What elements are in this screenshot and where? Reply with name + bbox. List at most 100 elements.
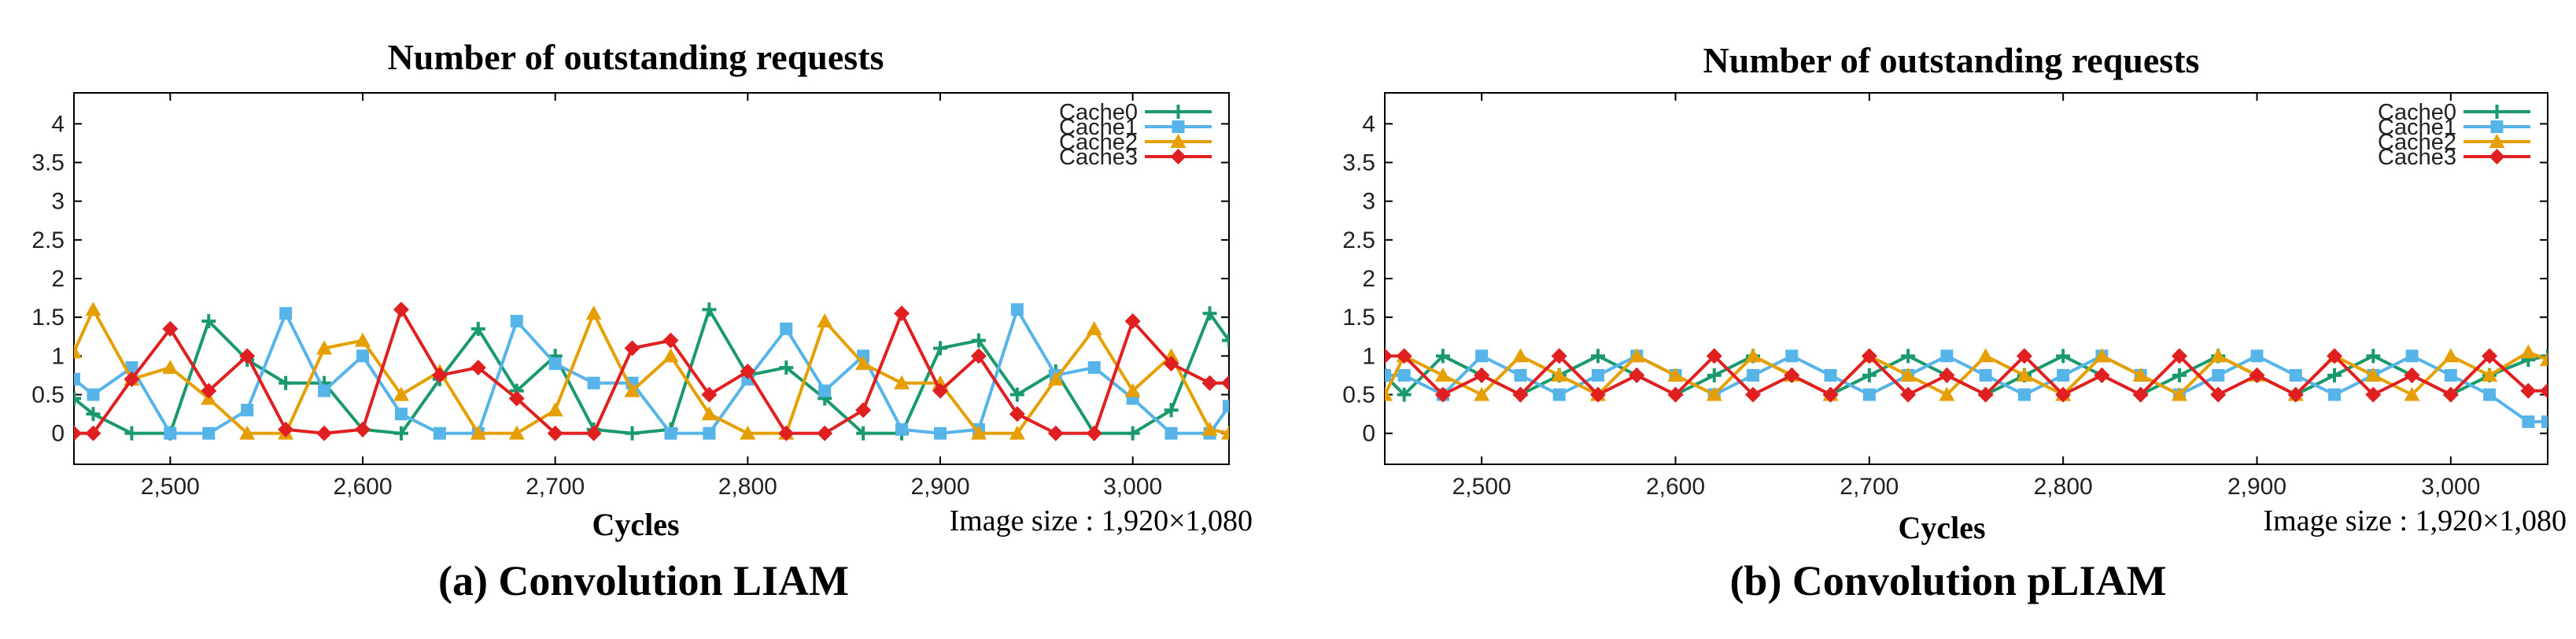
chart-a-legend-label-cache3: Cache3 <box>1059 145 1138 170</box>
chart-a-point-cache0 <box>933 341 947 356</box>
chart-a-point-cache1 <box>394 408 408 421</box>
chart-b-caption: (b) Convolution pLIAM <box>1729 557 2166 604</box>
chart-a-legend-marker-cache1 <box>1172 120 1185 133</box>
chart-b-point-cache2 <box>2094 348 2110 363</box>
chart-b-point-cache3 <box>1977 386 1994 403</box>
chart-a-point-cache2 <box>239 425 256 440</box>
chart-b-y-tick-label: 2.5 <box>1342 227 1375 253</box>
chart-b-point-cache0 <box>2056 349 2071 364</box>
chart-a-y-tick-label: 0.5 <box>31 382 65 408</box>
chart-b-point-cache2 <box>1667 367 1684 382</box>
chart-a-point-cache2 <box>74 344 82 359</box>
chart-b-point-cache2 <box>1939 386 1955 401</box>
chart-a-point-cache2 <box>1086 320 1102 335</box>
chart-a-point-cache3 <box>932 382 948 399</box>
chart-a-point-cache2 <box>1047 371 1064 386</box>
chart-b-point-cache3 <box>1589 386 1606 403</box>
chart-a-point-cache1 <box>780 322 793 335</box>
chart-a-point-cache0 <box>201 314 216 329</box>
chart-b-point-cache3 <box>1434 386 1451 403</box>
chart-a-y-tick-label: 3.5 <box>31 150 65 176</box>
chart-a-point-cache3 <box>855 402 872 419</box>
chart-b-point-cache3 <box>1667 386 1684 403</box>
chart-a-point-cache0 <box>625 426 640 441</box>
chart-a-y-tick-label: 1 <box>51 343 65 369</box>
chart-b-series-line-cache1 <box>1385 354 2548 423</box>
chart-a-point-cache2 <box>470 425 486 440</box>
chart-b-point-cache1 <box>2541 415 2548 428</box>
chart-b-point-cache0 <box>1435 349 1450 364</box>
chart-b-point-cache1 <box>1514 368 1527 382</box>
chart-a-point-cache3 <box>1124 313 1141 330</box>
chart-b-point-cache3 <box>1745 386 1762 403</box>
chart-a-point-cache3 <box>1009 406 1025 423</box>
chart-b-y-tick-label: 2 <box>1362 266 1375 292</box>
chart-b-point-cache2 <box>1977 348 1994 363</box>
chart-a-legend-label-cache2: Cache2 <box>1059 130 1138 155</box>
chart-a-point-cache3 <box>355 421 371 438</box>
chart-b-y-tick-label: 4 <box>1362 111 1375 137</box>
chart-b-title: Number of outstanding requests <box>1703 40 2200 80</box>
chart-b-legend-marker-cache0 <box>2489 105 2504 119</box>
chart-a-point-cache1 <box>934 427 947 440</box>
chart-a-y-tick-label: 2.5 <box>31 227 65 253</box>
chart-a-point-cache3 <box>662 332 679 349</box>
chart-a-point-cache0 <box>1222 333 1229 348</box>
chart-a-point-cache1 <box>279 307 293 320</box>
chart-a-point-cache1 <box>664 427 677 440</box>
chart-b-point-cache2 <box>1551 367 1567 382</box>
chart-b-point-cache1 <box>1385 368 1391 382</box>
chart-a-point-cache2 <box>662 348 679 363</box>
chart-b-point-cache3 <box>2171 348 2187 364</box>
chart-b-point-cache3 <box>1551 348 1567 364</box>
chart-a-point-cache0 <box>1202 306 1217 321</box>
chart-panel-a: Number of outstanding requests 0 0.5 1 1.5 2… <box>31 37 1253 604</box>
chart-b-y-tick-label: 3 <box>1362 189 1375 215</box>
chart-a-point-cache3 <box>201 382 217 399</box>
chart-a-point-cache0 <box>86 407 101 422</box>
chart-b-point-cache2 <box>1745 348 1762 363</box>
chart-a-series-line-cache3 <box>74 308 1229 435</box>
chart-a-point-cache2 <box>508 425 525 440</box>
chart-a-point-cache3 <box>470 360 486 376</box>
chart-b-point-cache0 <box>2172 368 2187 382</box>
chart-b-x-tick-label: 2,600 <box>1646 474 1705 500</box>
chart-b-point-cache3 <box>2210 386 2227 403</box>
chart-b-point-cache1 <box>2017 388 2031 401</box>
chart-b-point-cache3 <box>1706 348 1722 364</box>
chart-b-point-cache3 <box>2365 386 2382 403</box>
chart-a-x-axis-label: Cycles <box>592 507 679 542</box>
chart-b-point-cache1 <box>2522 415 2535 428</box>
chart-a-point-cache1 <box>1164 427 1178 440</box>
chart-b-legend-label-cache0: Cache0 <box>2378 100 2456 125</box>
chart-a-point-cache2 <box>85 301 101 316</box>
chart-a-series-cache3 <box>74 301 1229 441</box>
chart-b-legend-label-cache2: Cache2 <box>2378 130 2456 155</box>
chart-b-x-tick-label: 2,800 <box>2034 474 2093 500</box>
chart-a-image-size-note: Image size : 1,920×1,080 <box>949 504 1253 537</box>
chart-a-point-cache2 <box>355 332 371 347</box>
chart-b-point-cache3 <box>1385 348 1393 364</box>
chart-b-point-cache3 <box>1900 386 1917 403</box>
chart-a-series-line-cache1 <box>74 308 1229 435</box>
chart-b-point-cache1 <box>2328 388 2342 401</box>
chart-a-point-cache3 <box>85 425 101 441</box>
chart-a-point-cache3 <box>624 340 640 356</box>
chart-b-point-cache3 <box>2327 348 2343 364</box>
chart-a-point-cache3 <box>316 425 333 441</box>
chart-a-point-cache2 <box>316 340 333 355</box>
chart-a-point-cache0 <box>471 321 485 336</box>
chart-a-y-tick-label: 3 <box>51 189 65 215</box>
chart-a-point-cache3 <box>239 348 256 364</box>
chart-a-point-cache1 <box>202 427 216 440</box>
chart-b-x-tick-label: 2,900 <box>2227 474 2286 500</box>
chart-b-point-cache3 <box>2482 348 2498 364</box>
chart-b-point-cache3 <box>1474 367 1490 383</box>
chart-b-point-cache0 <box>2366 349 2381 364</box>
chart-a-legend-label-cache0: Cache0 <box>1059 100 1138 125</box>
chart-a-x-tick-label: 2,700 <box>526 474 585 500</box>
chart-b-point-cache3 <box>1822 386 1839 403</box>
chart-a-plot-area: 0 0.5 1 1.5 2 2.5 3 3.5 4 2,500 2,600 2,700 2,800 2,9… <box>31 93 1229 500</box>
chart-b-point-cache2 <box>2171 386 2187 401</box>
chart-a-point-cache0 <box>856 426 871 441</box>
